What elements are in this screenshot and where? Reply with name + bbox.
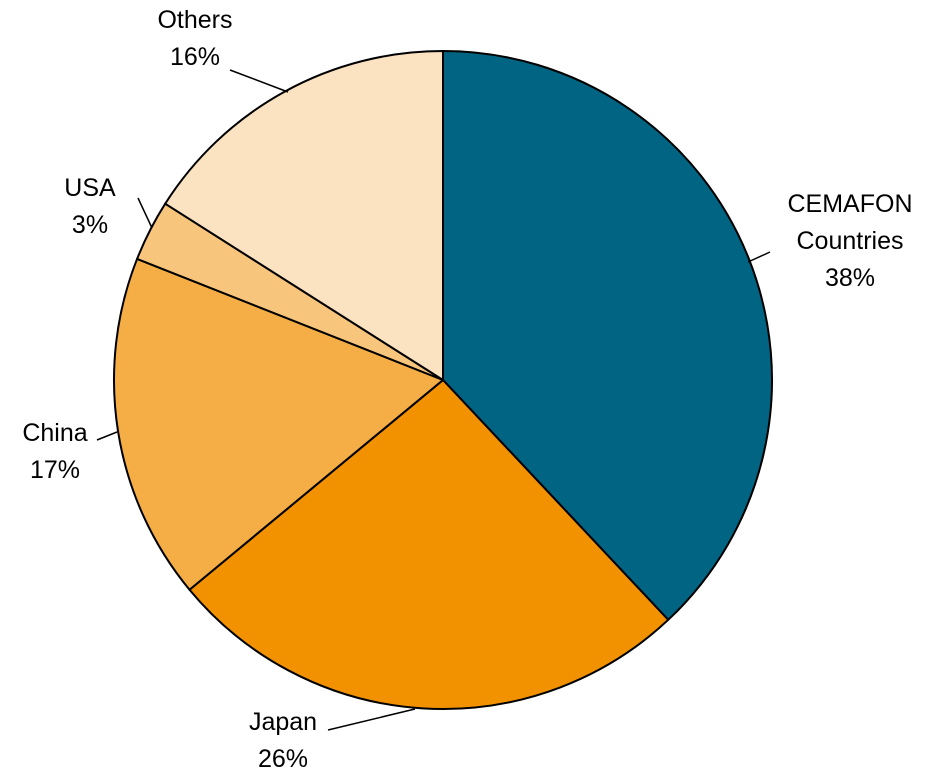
leader-line [229, 69, 289, 93]
slice-label: China 17% [0, 415, 140, 489]
slice-label: USA 3% [5, 170, 175, 244]
pie-slice [442, 50, 773, 621]
leader-line [747, 251, 771, 263]
value-label: 3% [71, 211, 109, 239]
category-label: Japan [248, 708, 318, 736]
value-label: 16% [169, 43, 221, 71]
category-label: Others [157, 6, 233, 34]
value-label: 26% [257, 745, 309, 773]
category-label: China [22, 419, 88, 447]
leader-line [96, 431, 118, 441]
slice-label: Japan 26% [198, 704, 368, 775]
pie-slice [164, 50, 444, 381]
slice-label: Others 16% [110, 2, 280, 76]
pie-slice [113, 257, 444, 591]
category-label: USA [64, 174, 116, 202]
value-label: 17% [29, 456, 81, 484]
slice-label: CEMAFON Countries 38% [765, 186, 935, 297]
category-label: CEMAFON Countries [787, 190, 913, 255]
pie-slice [188, 379, 670, 710]
value-label: 38% [824, 264, 876, 292]
leader-line [327, 708, 416, 731]
leader-line [137, 197, 153, 229]
